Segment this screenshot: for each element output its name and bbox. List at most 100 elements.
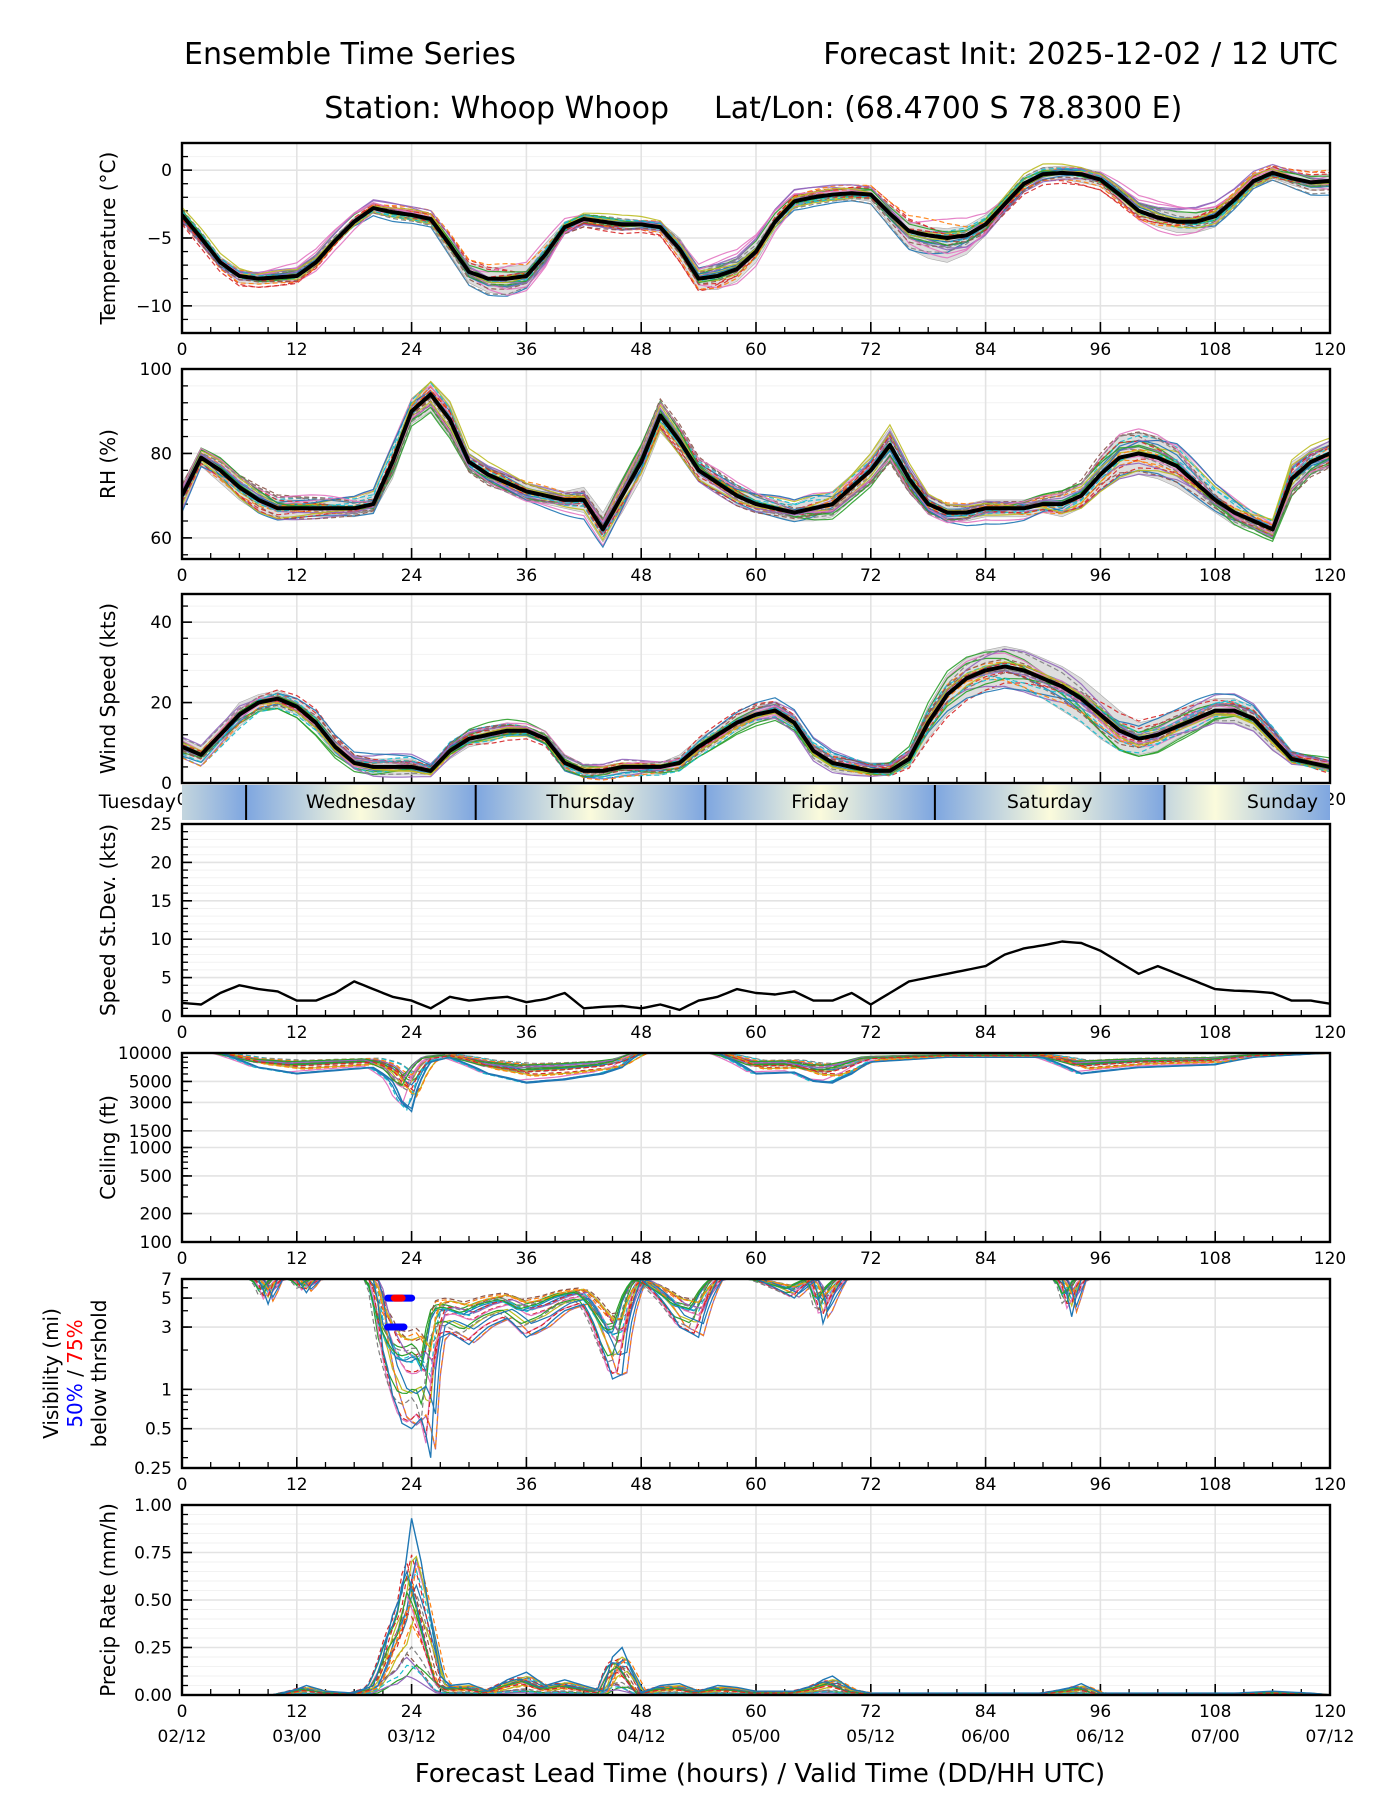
x-tick-label: 120 — [1314, 1475, 1346, 1495]
x-tick-label: 84 — [975, 1023, 997, 1043]
ensemble-member-line — [182, 1052, 1330, 1076]
x-tick-label: 24 — [401, 1702, 423, 1722]
ensemble-member-line — [182, 164, 1330, 290]
x-tick-label: 72 — [860, 1702, 882, 1722]
panel-frame — [180, 1503, 1332, 1697]
y-tick-label: 200 — [140, 1205, 172, 1225]
day-segment — [934, 785, 1165, 820]
x-tick-label: 84 — [975, 1249, 997, 1269]
ensemble-member-line — [182, 172, 1330, 285]
x-tick-label: 0 — [177, 1023, 188, 1043]
x-tick-label: 48 — [630, 1249, 652, 1269]
x-valid-time-label: 03/12 — [387, 1727, 436, 1747]
y-tick-label: 500 — [140, 1167, 172, 1187]
y-tick-label: 5000 — [129, 1072, 172, 1092]
panels: 0−5−100 12 24 36 48 60 72 84 96 108 120Temperature… — [39, 141, 1355, 1747]
y-axis-label: Ceiling (ft) — [96, 1095, 120, 1200]
day-segment — [182, 785, 247, 820]
ensemble-member-line — [182, 169, 1330, 290]
ensemble-member-line — [182, 167, 1330, 296]
x-tick-label: 108 — [1199, 340, 1231, 360]
ensemble-mean-line — [182, 664, 1330, 773]
day-segment — [705, 785, 935, 820]
x-tick-label: 72 — [860, 1475, 882, 1495]
figure-header: Ensemble Time Series Forecast Init: 2025… — [184, 37, 1338, 126]
ensemble-member-line — [182, 1052, 1330, 1090]
x-tick-label: 72 — [860, 1249, 882, 1269]
ensemble-member-line — [182, 1052, 1330, 1082]
x-tick-label: 48 — [630, 340, 652, 360]
day-label: Thursday — [545, 791, 634, 813]
y-tick-label: 100 — [140, 1233, 172, 1253]
ensemble-member-line — [182, 381, 1330, 539]
x-tick-label: 120 — [1314, 566, 1346, 586]
x-tick-label: 0 — [177, 1702, 188, 1722]
x-tick-label: 84 — [975, 1475, 997, 1495]
y-tick-label: −5 — [147, 229, 172, 249]
x-tick-label: 84 — [975, 1702, 997, 1722]
y-axis-label-line3: below thrshold — [87, 1300, 111, 1448]
x-tick-label: 0 — [177, 1249, 188, 1269]
x-tick-label: 120 — [1314, 1023, 1346, 1043]
y-tick-label: 0.25 — [134, 1459, 172, 1479]
panel-precip-rate: 1.00 0.75 0.50 0.25 0.000 12 24 36 48 60 72 84 96 108… — [96, 1496, 1355, 1747]
x-tick-label: 48 — [630, 566, 652, 586]
x-tick-label: 12 — [286, 566, 308, 586]
plot-area — [182, 645, 1330, 781]
x-tick-label: 108 — [1199, 566, 1231, 586]
panel-frame — [180, 1051, 1332, 1244]
x-tick-label: 108 — [1199, 1249, 1231, 1269]
day-label: Friday — [791, 791, 849, 813]
x-tick-label: 0 — [177, 566, 188, 586]
y-tick-label: 0.75 — [134, 1544, 172, 1564]
x-valid-time-label: 06/12 — [1076, 1727, 1125, 1747]
x-tick-label: 36 — [516, 1702, 538, 1722]
x-tick-label: 36 — [516, 340, 538, 360]
ensemble-member-line — [182, 1052, 1330, 1077]
x-valid-time-label: 04/00 — [502, 1727, 551, 1747]
panel-frame — [180, 822, 1332, 1018]
y-axis-label: Wind Speed (kts) — [96, 603, 120, 774]
day-label: Saturday — [1007, 791, 1093, 813]
y-tick-label: 0.5 — [145, 1420, 172, 1440]
x-tick-label: 120 — [1314, 1249, 1346, 1269]
y-axis-label: Temperature (°C) — [96, 152, 120, 326]
ensemble-member-line — [182, 391, 1330, 529]
day-band: Tuesday Wednesday Thursday Friday Saturday Su… — [98, 785, 1330, 820]
y-tick-label: 1500 — [129, 1122, 172, 1142]
panel-speed-stddev: 25 20 15 10 5 00 12 24 36 48 60 72 84 96 108 120 Speed S… — [96, 815, 1346, 1043]
day-label: Sunday — [1247, 791, 1318, 813]
ensemble-member-line — [182, 668, 1330, 775]
y-tick-label: 1000 — [129, 1139, 172, 1159]
x-tick-label: 0 — [177, 340, 188, 360]
ensemble-member-line — [182, 399, 1330, 534]
x-tick-label: 60 — [745, 1249, 767, 1269]
panel-frame — [180, 141, 1332, 335]
x-tick-label: 48 — [630, 1475, 652, 1495]
x-tick-label: 60 — [745, 1702, 767, 1722]
threshold-75-label: 75% — [63, 1319, 87, 1363]
y-tick-label: 20 — [150, 694, 172, 714]
panel-temperature: 0 −5 −10 0 12 24 36 48 60 72 84 96 108 120 Temperature… — [96, 141, 1346, 360]
x-tick-label: 96 — [1090, 1702, 1112, 1722]
y-tick-label: 40 — [150, 613, 172, 633]
y-axis-label: Precip Rate (mm/h) — [96, 1503, 120, 1697]
x-tick-label: 72 — [860, 566, 882, 586]
x-tick-label: 60 — [745, 1475, 767, 1495]
x-tick-label: 36 — [516, 566, 538, 586]
x-tick-label: 84 — [975, 340, 997, 360]
title-left: Ensemble Time Series — [184, 37, 516, 72]
y-tick-label: 60 — [150, 529, 172, 549]
x-tick-label: 48 — [630, 1702, 652, 1722]
x-tick-label: 36 — [516, 1249, 538, 1269]
x-tick-label: 24 — [401, 340, 423, 360]
ensemble-member-line — [182, 1052, 1330, 1078]
panel-frame — [180, 592, 1332, 785]
day-segment — [1164, 785, 1330, 820]
ensemble-member-extreme-line — [182, 1052, 1330, 1113]
y-axis-label-thresholds: 50% / 75% — [63, 1319, 87, 1427]
y-tick-label: 0.00 — [134, 1686, 172, 1706]
y-tick-label: 25 — [150, 815, 172, 835]
